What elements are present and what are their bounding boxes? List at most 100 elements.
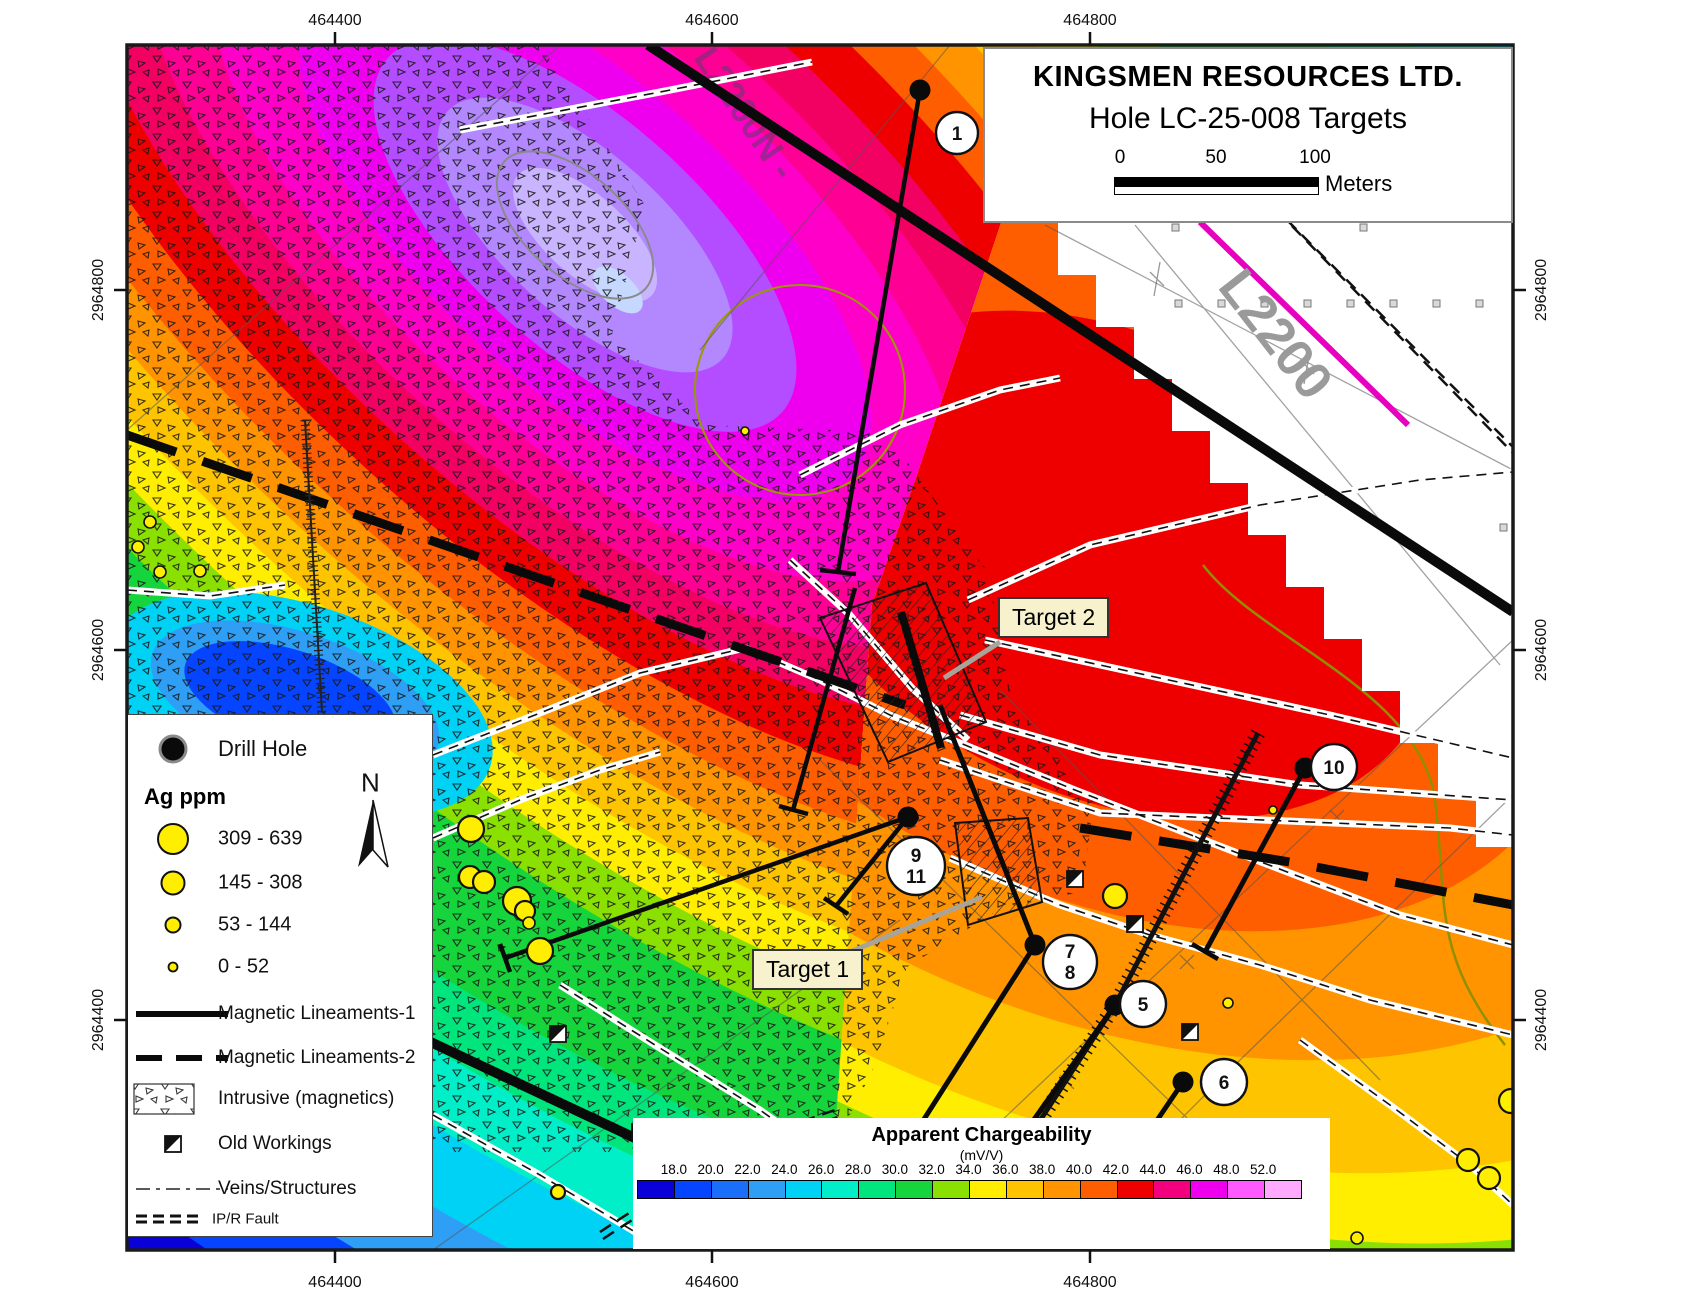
colorbar-tick-label: 26.0: [808, 1162, 835, 1177]
old-workings-marker: [1067, 871, 1083, 887]
colorbar-segment: [821, 1181, 859, 1198]
ag-sample-point: [456, 814, 486, 844]
ag-sample-point: [131, 540, 145, 554]
legend-ag-class-3: 53 - 144: [218, 913, 292, 936]
company-name: KINGSMEN RESOURCES LTD.: [1033, 61, 1463, 93]
target-2-label: Target 2: [998, 597, 1110, 638]
drill-hole-label-circle: [1118, 979, 1168, 1029]
drill-hole-dot: [897, 806, 919, 828]
ag-circle-4: [167, 961, 179, 973]
colorbar-segment: [895, 1181, 933, 1198]
legend-ag-class-4: 0 - 52: [218, 955, 270, 978]
ag-sample-point: [740, 426, 750, 436]
old-workings-symbol: [164, 1135, 182, 1153]
chargeability-colorbar: [637, 1180, 1302, 1199]
station-squares: [1171, 223, 1508, 532]
colorbar-tick-label: 20.0: [697, 1162, 724, 1177]
contour-olive: [694, 284, 906, 496]
colorbar-segment: [1153, 1181, 1191, 1198]
colorbar-segment: [858, 1181, 896, 1198]
colorbar-segment: [673, 1181, 711, 1198]
chargeability-unit: (mV/V): [959, 1147, 1004, 1163]
ag-sample-point: [1476, 1165, 1502, 1191]
colorbar-tick-label: 22.0: [734, 1162, 761, 1177]
legend-ipr-fault-label: IP/R Fault: [212, 1210, 279, 1228]
colorbar-tick-label: 38.0: [1029, 1162, 1056, 1177]
drill-hole-symbol: [158, 734, 188, 764]
axis-bottom-1: 464400: [308, 1274, 362, 1291]
legend-ag-header: Ag ppm: [144, 784, 226, 809]
drill-hole-label-circle: [1041, 933, 1099, 991]
old-workings-marker: [1127, 916, 1143, 932]
scale-bar: [1114, 177, 1319, 197]
drill-hole-label-circle: [1309, 742, 1359, 792]
contour-gray: [495, 150, 655, 300]
ag-circle-3: [164, 916, 182, 934]
ipr-fault-symbol: [136, 1214, 200, 1224]
ag-sample-point: [471, 869, 497, 895]
title-box: KINGSMEN RESOURCES LTD. Hole LC-25-008 T…: [983, 47, 1513, 223]
scale-unit: Meters: [1325, 171, 1393, 196]
colorbar-segment: [1042, 1181, 1080, 1198]
legend-veins-label: Veins/Structures: [218, 1178, 357, 1199]
target-1-label: Target 1: [752, 949, 864, 990]
colorbar-tick-label: 30.0: [881, 1162, 908, 1177]
colorbar-segment: [1079, 1181, 1117, 1198]
drill-hole-label-circle: [934, 110, 980, 156]
axis-bottom-3: 464800: [1063, 1274, 1117, 1291]
drill-traces: [497, 89, 1308, 1172]
nodata-region: [1020, 223, 1513, 899]
legend-old-workings-label: Old Workings: [218, 1133, 332, 1154]
colorbar-segment: [1264, 1181, 1302, 1198]
drill-hole-number: 8: [1065, 963, 1076, 984]
scale-tick-50: 50: [1205, 147, 1227, 168]
colorbar-tick-label: 36.0: [992, 1162, 1019, 1177]
ag-sample-point: [549, 1183, 567, 1201]
colorbar-segment: [1227, 1181, 1265, 1198]
intrusive-symbol: [133, 1083, 195, 1115]
target-leaders: [849, 639, 1002, 955]
drill-hole-dot: [909, 79, 931, 101]
legend-north-label: N: [361, 767, 380, 798]
old-workings-marker: [550, 1026, 566, 1042]
ag-circle-2: [160, 870, 186, 896]
colorbar-tick-label: 34.0: [955, 1162, 982, 1177]
legend-symbols: [133, 734, 389, 1224]
ag-sample-point: [1350, 1231, 1364, 1245]
drill-hole-label-circle: [885, 835, 947, 897]
scale-tick-0: 0: [1114, 147, 1126, 168]
colorbar-segment: [638, 1181, 674, 1198]
drill-hole-number: 6: [1219, 1073, 1230, 1094]
colorbar-segment: [784, 1181, 822, 1198]
legend-drill-hole-label: Drill Hole: [218, 736, 308, 761]
ag-sample-point: [1455, 1147, 1481, 1173]
axis-ticks: [114, 32, 1526, 1263]
colorbar-segment: [932, 1181, 970, 1198]
legend-lineaments2-label: Magnetic Lineaments-2: [218, 1047, 416, 1068]
colorbar-segment: [1116, 1181, 1154, 1198]
chargeability-title: Apparent Chargeability: [871, 1124, 1092, 1146]
drill-hole-number: 1: [952, 124, 963, 145]
ag-sample-point: [525, 936, 555, 966]
legend-ag-class-1: 309 - 639: [218, 827, 303, 850]
ag-sample-point: [1497, 1087, 1513, 1115]
north-arrow-icon: [358, 799, 389, 868]
old-workings-marker: [1182, 1024, 1198, 1040]
colorbar-segment: [1190, 1181, 1228, 1198]
axis-top-1: 464400: [308, 12, 362, 29]
colorbar-segment: [710, 1181, 748, 1198]
scale-tick-100: 100: [1299, 147, 1331, 168]
colorbar-tick-label: 28.0: [844, 1162, 872, 1177]
ag-sample-point: [193, 564, 207, 578]
ag-sample-point: [143, 515, 157, 529]
ag-circle-1: [157, 823, 189, 855]
legend-ag-class-2: 145 - 308: [218, 871, 303, 894]
colorbar-segment: [1005, 1181, 1043, 1198]
colorbar-tick-label: 40.0: [1065, 1162, 1093, 1177]
ag-sample-point: [522, 916, 536, 930]
magnetic-lineaments-2: [127, 430, 1513, 910]
colorbar-segment: [969, 1181, 1006, 1198]
ag-sample-point: [1101, 882, 1129, 910]
colorbar-tick-label: 48.0: [1213, 1162, 1240, 1177]
